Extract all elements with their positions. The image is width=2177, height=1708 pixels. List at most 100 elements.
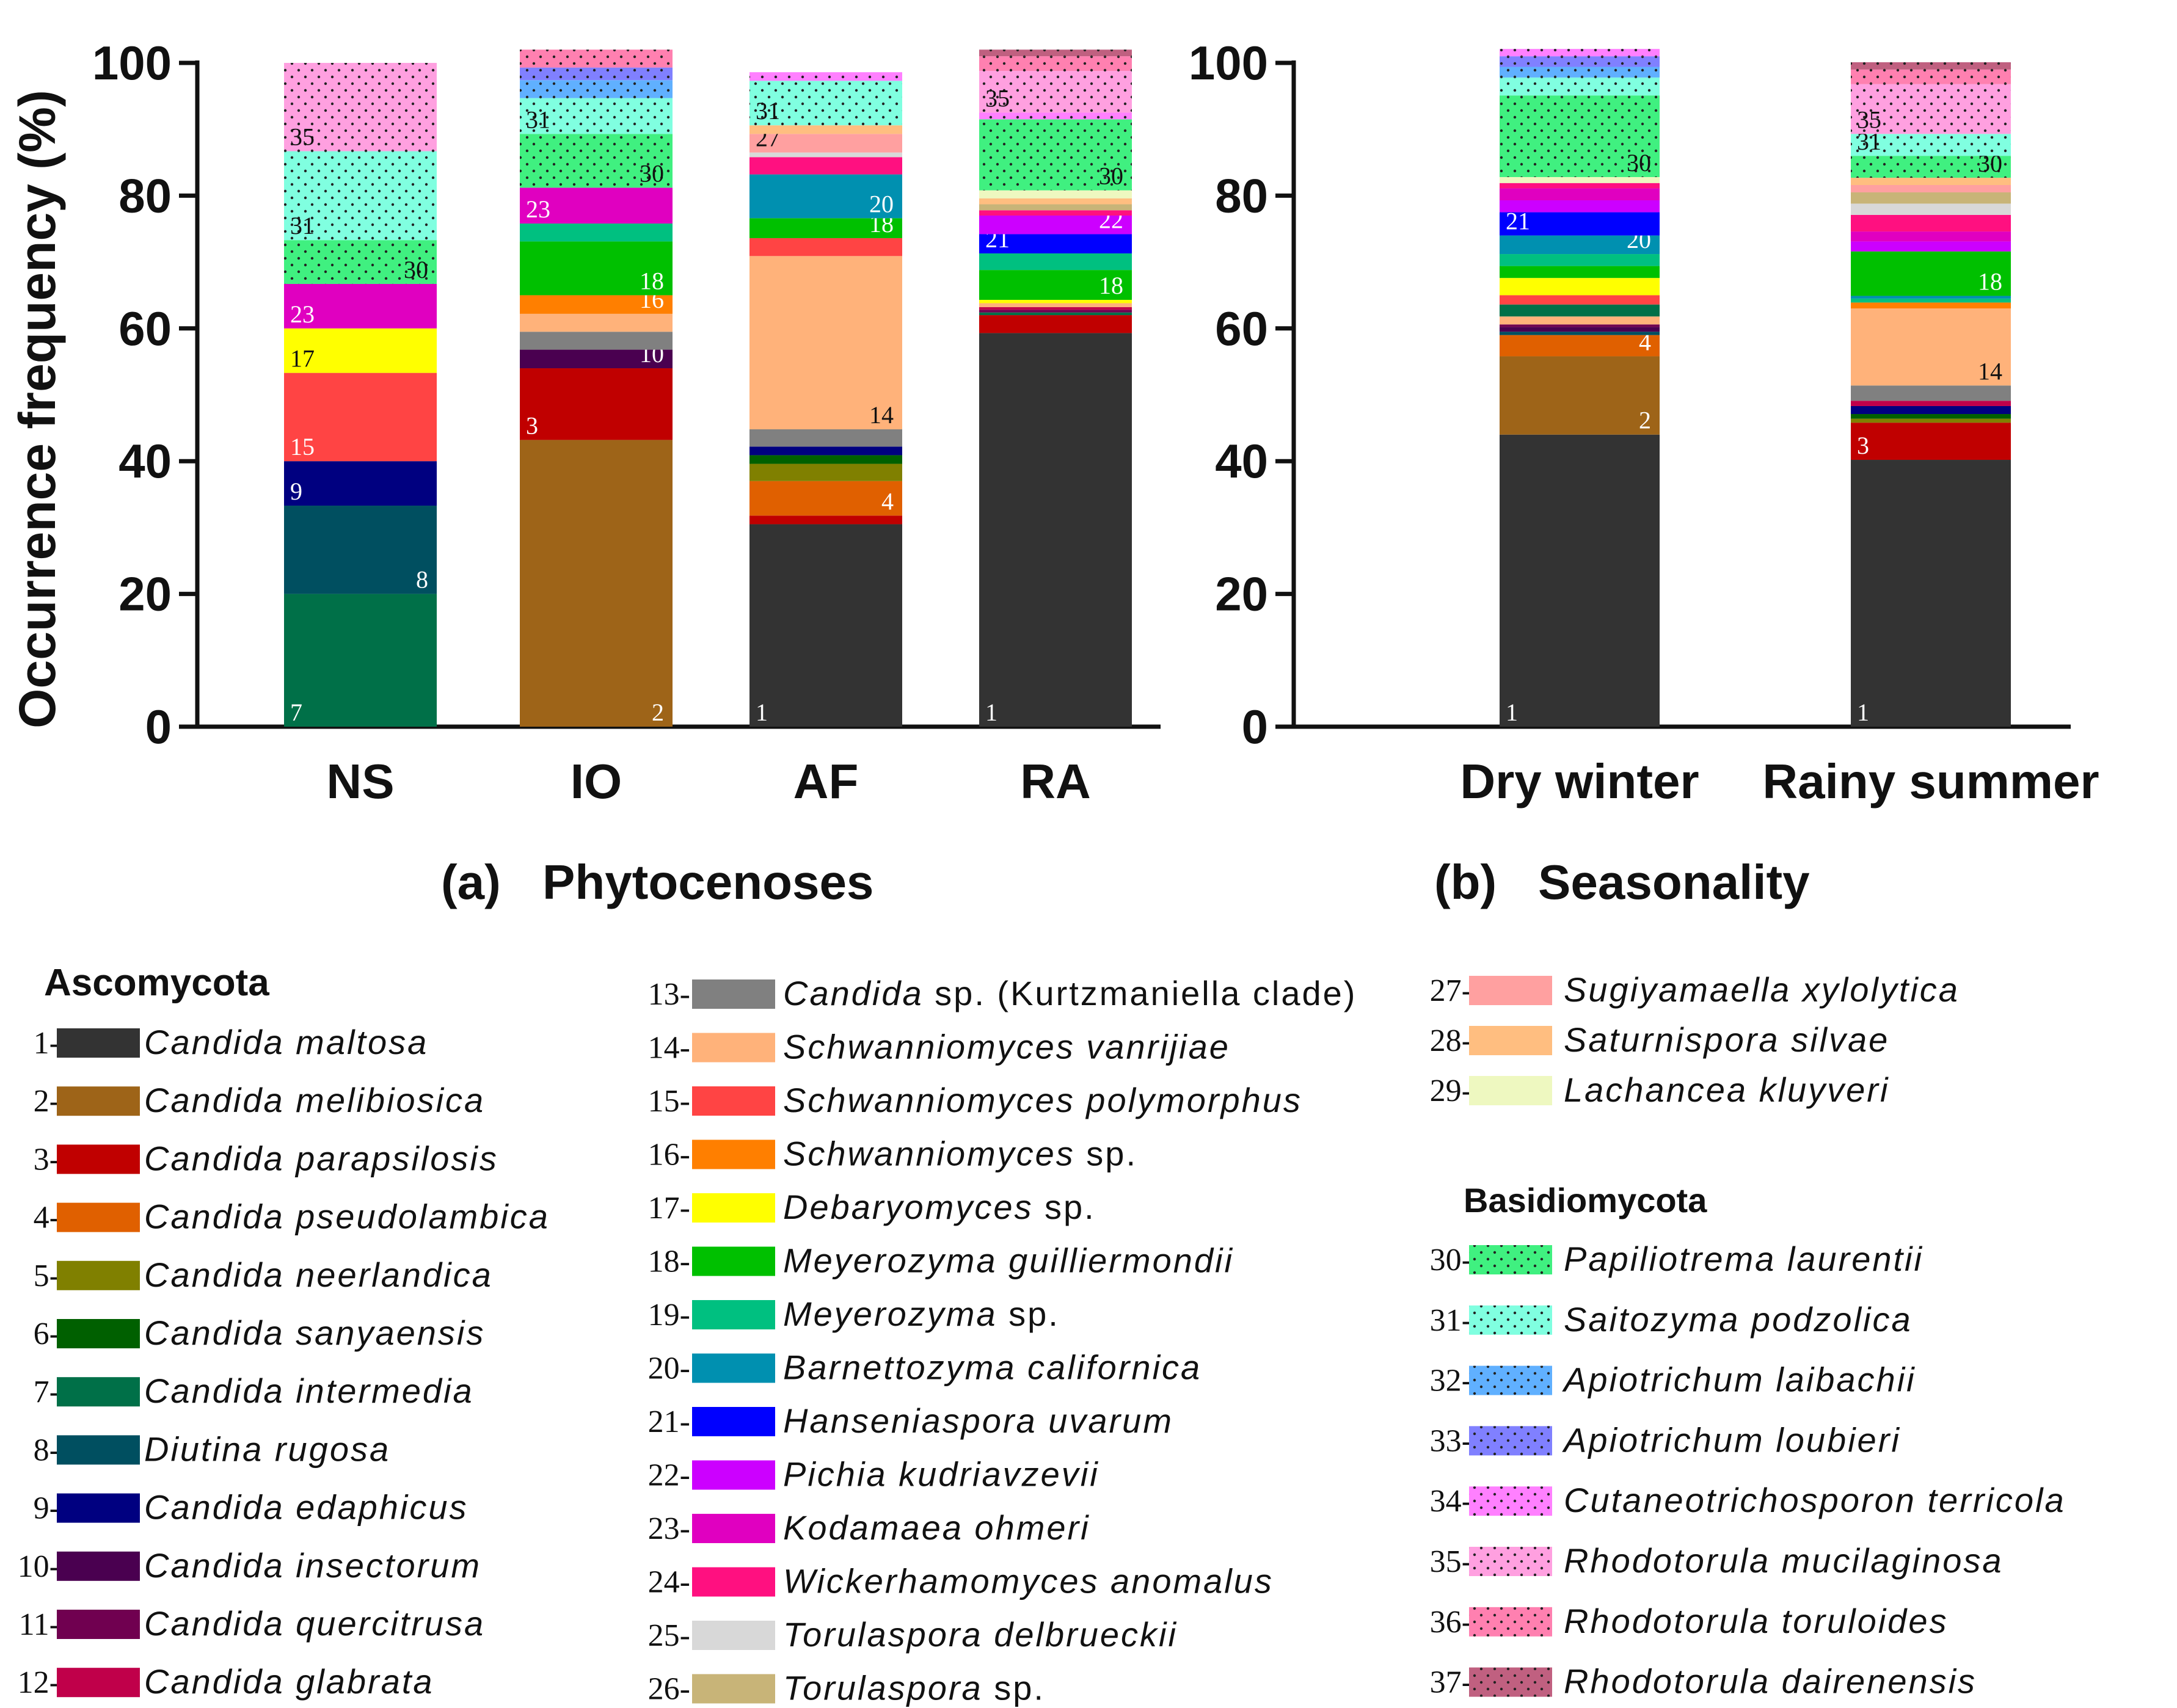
legend-swatch [57, 1493, 140, 1523]
legend-label-part: Barnettozyma californica [783, 1348, 1202, 1387]
legend-label: Candida parapsilosis [144, 1139, 498, 1177]
legend-label-part: Apiotrichum laibachii [1562, 1361, 1916, 1399]
legend-item-2: 2- Candida melibiosica [34, 1081, 483, 1119]
panel-a-title: (a) Phytocenoses [441, 855, 873, 909]
bar-segment-14 [1851, 308, 2011, 386]
bar-segment-29 [979, 190, 1132, 198]
stack-ns: 7 8 9 15 17 23 30 31 35 [284, 63, 437, 727]
legend-swatch [692, 1086, 775, 1116]
legend-number: 36- [1430, 1605, 1472, 1640]
bar-segment-dots [520, 134, 673, 188]
segment-label: 9 [290, 478, 302, 505]
bar-segment-dots [284, 63, 437, 151]
panel-b-label: (b) [1434, 855, 1497, 909]
legend-swatch [692, 1139, 775, 1169]
legend-label: Candida quercitrusa [144, 1604, 485, 1643]
legend-label: Rhodotorula dairenensis [1564, 1662, 1977, 1701]
legend-label: Candida intermedia [144, 1372, 474, 1410]
segment-label: 1 [985, 699, 997, 726]
segment-label: 1 [1506, 699, 1518, 726]
bar-segment-19 [1500, 254, 1660, 266]
bar-segment-dots [1851, 84, 2011, 134]
bar-segment-13 [520, 332, 673, 350]
legend-item-35: 35- Rhodotorula mucilaginosa [1430, 1541, 2002, 1580]
legend-item-17: 17- Debaryomyces sp. [648, 1188, 1094, 1226]
bar-segment-12 [979, 307, 1132, 310]
legend-label: Pichia kudriavzevii [783, 1455, 1099, 1494]
legend-label-part: Torulaspora [783, 1669, 983, 1707]
legend-swatch [692, 1514, 775, 1543]
legend-number: 23- [648, 1511, 690, 1546]
legend-item-20: 20- Barnettozyma californica [648, 1348, 1202, 1387]
y-tick-label: 60 [119, 302, 172, 355]
bar-segment-17 [979, 300, 1132, 303]
bar-segment-dots [979, 56, 1132, 71]
bar-segment-15 [749, 238, 902, 256]
y-tick-label: 0 [1242, 700, 1268, 754]
legend-label-part: Saturnispora silvae [1564, 1020, 1889, 1059]
legend-item-37: 37- Rhodotorula dairenensis [1430, 1662, 1977, 1701]
legend-label-part: Apiotrichum loubieri [1562, 1420, 1901, 1459]
legend-swatch [692, 1621, 775, 1650]
bar-segment-9 [284, 461, 437, 506]
legend-number: 21- [648, 1405, 690, 1439]
bar-segment-27 [1851, 185, 2011, 192]
bar-segment-dots [1851, 62, 2011, 70]
bar-segment-dots [1851, 134, 2011, 156]
bar-segment-18 [979, 270, 1132, 300]
bar-segment-dots [1500, 56, 1660, 67]
bar-segment-10 [1500, 327, 1660, 332]
legend-swatch-dots [1469, 1245, 1552, 1274]
legend-number: 16- [648, 1138, 690, 1172]
legend-swatch [57, 1028, 140, 1058]
legend-number: 13- [648, 977, 690, 1012]
legend-label: Apiotrichum laibachii [1562, 1361, 1916, 1399]
legend-label: Sugiyamaella xylolytica [1564, 970, 1960, 1009]
legend-item-12: 12- Candida glabrata [18, 1662, 434, 1701]
bar-segment-4 [749, 481, 902, 516]
legend-label: Lachancea kluyveri [1564, 1070, 1889, 1109]
legend-swatch [692, 1353, 775, 1383]
bar-segment-21 [979, 234, 1132, 253]
bar-segment-18 [520, 241, 673, 296]
segment-label: 7 [290, 699, 302, 726]
panel-a-name: Phytocenoses [542, 855, 873, 909]
segment-label: 31 [526, 106, 550, 133]
legend-item-1: 1- Candida maltosa [34, 1023, 427, 1061]
legend-swatch [57, 1260, 140, 1290]
bar-segment-15 [284, 372, 437, 462]
segment-label: 23 [290, 300, 315, 328]
bar-segment-5 [1851, 418, 2011, 423]
legend-swatch [1469, 976, 1552, 1005]
segment-label: 14 [1978, 357, 2002, 385]
bar-segment-24 [749, 157, 902, 175]
bar-segment-13 [749, 429, 902, 447]
bar-segment-14 [1500, 316, 1660, 325]
segment-label: 30 [1099, 162, 1123, 190]
y-tick-label: 60 [1215, 302, 1268, 355]
legend-number: 31- [1430, 1303, 1472, 1338]
legend-label-part: sp. (Kurtzmaniella clade) [924, 974, 1357, 1012]
legend-label-part: Schwanniomyces polymorphus [783, 1081, 1302, 1119]
legend-label: Candida glabrata [144, 1662, 434, 1701]
legend-swatch [57, 1435, 140, 1465]
bar-segment-1 [979, 333, 1132, 727]
legend-label-part: Saitozyma podzolica [1564, 1300, 1913, 1339]
legend-label: Apiotrichum loubieri [1562, 1420, 1901, 1459]
legend-label-part: Kodamaea ohmeri [783, 1508, 1090, 1547]
legend-label-part: Rhodotorula toruloides [1564, 1602, 1948, 1640]
legend-swatch-dots [1469, 1305, 1552, 1335]
legend-item-7: 7- Candida intermedia [34, 1372, 474, 1410]
legend-item-26: 26- Torulaspora sp. [648, 1669, 1043, 1707]
y-axis-title: Occurrence frequency (%) [9, 90, 66, 729]
panel-a-label: (a) [441, 855, 501, 909]
bar-segment-18 [749, 218, 902, 238]
y-tick-label: 80 [1215, 169, 1268, 222]
legend-swatch [1469, 1076, 1552, 1105]
bar-segment-1 [749, 524, 902, 727]
bar-segment-20 [1500, 235, 1660, 255]
legend-label: Candida insectorum [144, 1546, 481, 1585]
